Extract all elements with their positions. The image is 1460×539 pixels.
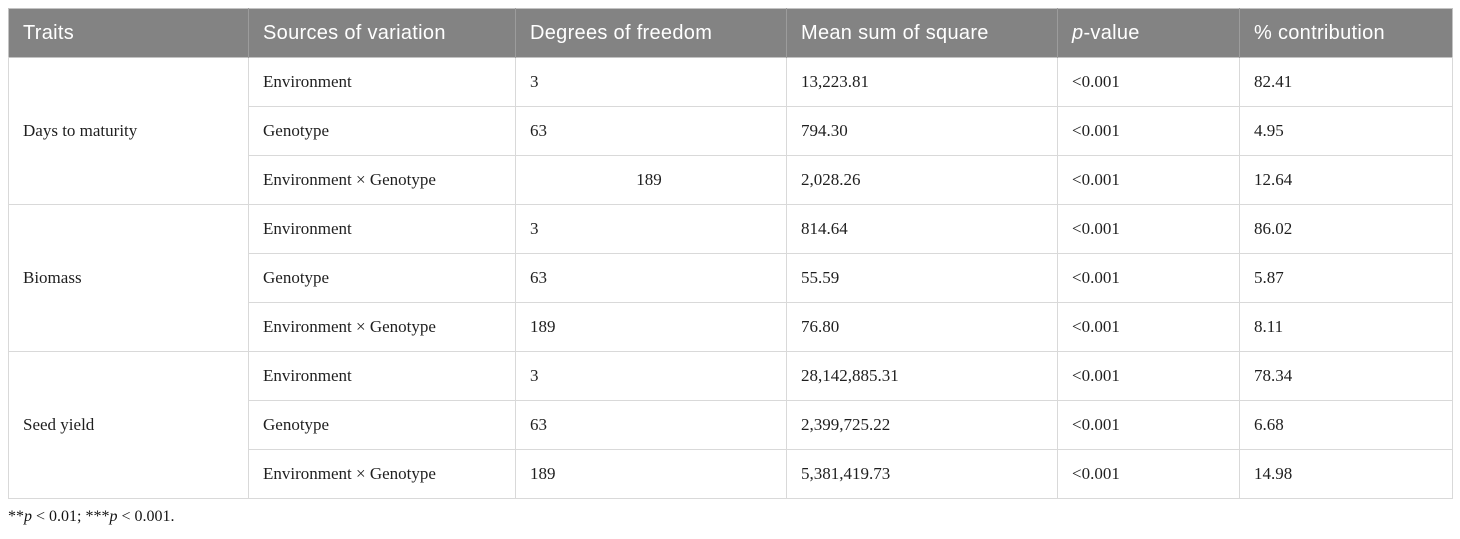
degrees-of-freedom-cell: 3 <box>515 351 787 401</box>
degrees-of-freedom-cell: 189 <box>515 155 787 205</box>
contribution-cell: 5.87 <box>1239 253 1453 303</box>
table-header: Traits Sources of variation Degrees of f… <box>8 8 1453 58</box>
table-row: Biomass Environment 3 814.64 <0.001 86.02 <box>8 204 1453 352</box>
mean-sum-of-square-cell: 814.64 <box>786 204 1058 254</box>
table-row: Days to maturity Environment 3 13,223.81 <0.… <box>8 57 1453 205</box>
table-row: Environment × Genotype 189 2,028.26 <0.001 1… <box>9 155 1453 205</box>
table-container: Traits Sources of variation Degrees of f… <box>8 8 1453 499</box>
trait-cell: Days to maturity <box>8 57 249 205</box>
source-of-variation-cell: Genotype <box>248 400 516 450</box>
degrees-of-freedom-cell: 189 <box>515 449 787 499</box>
p-value-rest: -value <box>1083 21 1140 44</box>
table-row: Environment × Genotype 189 76.80 <0.001 8.11 <box>9 302 1453 352</box>
col-header-mean-sum-of-square: Mean sum of square <box>786 8 1058 58</box>
source-of-variation-cell: Genotype <box>248 106 516 156</box>
col-header-traits: Traits <box>8 8 249 58</box>
p-value-cell: <0.001 <box>1057 57 1240 107</box>
col-header-degrees-of-freedom: Degrees of freedom <box>515 8 787 58</box>
trait-group: Days to maturity Environment 3 13,223.81 <0.… <box>8 57 1453 205</box>
degrees-of-freedom-cell: 63 <box>515 253 787 303</box>
p-value-cell: <0.001 <box>1057 302 1240 352</box>
col-header-sources-of-variation: Sources of variation <box>248 8 516 58</box>
table-row: Genotype 63 55.59 <0.001 5.87 <box>9 253 1453 303</box>
footnote-segment: p <box>24 508 32 525</box>
col-header-p-value: p-value <box>1057 8 1240 58</box>
header-row: Traits Sources of variation Degrees of f… <box>8 8 1453 58</box>
p-value-italic-p: p <box>1072 21 1084 44</box>
source-of-variation-cell: Environment <box>248 57 516 107</box>
degrees-of-freedom-cell: 63 <box>515 106 787 156</box>
p-value-cell: <0.001 <box>1057 449 1240 499</box>
contribution-cell: 4.95 <box>1239 106 1453 156</box>
mean-sum-of-square-cell: 5,381,419.73 <box>786 449 1058 499</box>
table-row: Seed yield Environment 3 28,142,885.31 <0.00… <box>8 351 1453 499</box>
p-value-cell: <0.001 <box>1057 253 1240 303</box>
source-of-variation-cell: Environment <box>248 204 516 254</box>
contribution-cell: 6.68 <box>1239 400 1453 450</box>
footnote-segment: ** <box>8 508 24 525</box>
table-row: Environment × Genotype 189 5,381,419.73 <0.… <box>9 449 1453 499</box>
table-row: Genotype 63 794.30 <0.001 4.95 <box>9 106 1453 156</box>
mean-sum-of-square-cell: 28,142,885.31 <box>786 351 1058 401</box>
trait-cell: Biomass <box>8 204 249 352</box>
contribution-cell: 86.02 <box>1239 204 1453 254</box>
col-header-percent-contribution: % contribution <box>1239 8 1453 58</box>
degrees-of-freedom-cell: 3 <box>515 57 787 107</box>
p-value-cell: <0.001 <box>1057 400 1240 450</box>
mean-sum-of-square-cell: 13,223.81 <box>786 57 1058 107</box>
p-value-cell: <0.001 <box>1057 204 1240 254</box>
table-footnote: **p < 0.01; ***p < 0.001. <box>8 508 1460 526</box>
p-value-cell: <0.001 <box>1057 155 1240 205</box>
mean-sum-of-square-cell: 76.80 <box>786 302 1058 352</box>
degrees-of-freedom-cell: 63 <box>515 400 787 450</box>
trait-cell: Seed yield <box>8 351 249 499</box>
contribution-cell: 82.41 <box>1239 57 1453 107</box>
table-row: Genotype 63 2,399,725.22 <0.001 6.68 <box>9 400 1453 450</box>
mean-sum-of-square-cell: 55.59 <box>786 253 1058 303</box>
source-of-variation-cell: Genotype <box>248 253 516 303</box>
footnote-segment: p <box>109 508 118 525</box>
mean-sum-of-square-cell: 794.30 <box>786 106 1058 156</box>
contribution-cell: 12.64 <box>1239 155 1453 205</box>
p-value-cell: <0.001 <box>1057 351 1240 401</box>
degrees-of-freedom-cell: 3 <box>515 204 787 254</box>
trait-group: Biomass Environment 3 814.64 <0.001 86.02 Geno… <box>8 204 1453 352</box>
mean-sum-of-square-cell: 2,028.26 <box>786 155 1058 205</box>
source-of-variation-cell: Environment <box>248 351 516 401</box>
contribution-cell: 78.34 <box>1239 351 1453 401</box>
p-value-cell: <0.001 <box>1057 106 1240 156</box>
source-of-variation-cell: Environment × Genotype <box>248 449 516 499</box>
source-of-variation-cell: Environment × Genotype <box>248 155 516 205</box>
source-of-variation-cell: Environment × Genotype <box>248 302 516 352</box>
mean-sum-of-square-cell: 2,399,725.22 <box>786 400 1058 450</box>
contribution-cell: 14.98 <box>1239 449 1453 499</box>
contribution-cell: 8.11 <box>1239 302 1453 352</box>
footnote-segment: < 0.01; *** <box>32 508 110 525</box>
footnote-segment: < 0.001. <box>117 508 175 525</box>
degrees-of-freedom-cell: 189 <box>515 302 787 352</box>
anova-table: Traits Sources of variation Degrees of f… <box>8 8 1453 499</box>
trait-group: Seed yield Environment 3 28,142,885.31 <0.00… <box>8 351 1453 499</box>
